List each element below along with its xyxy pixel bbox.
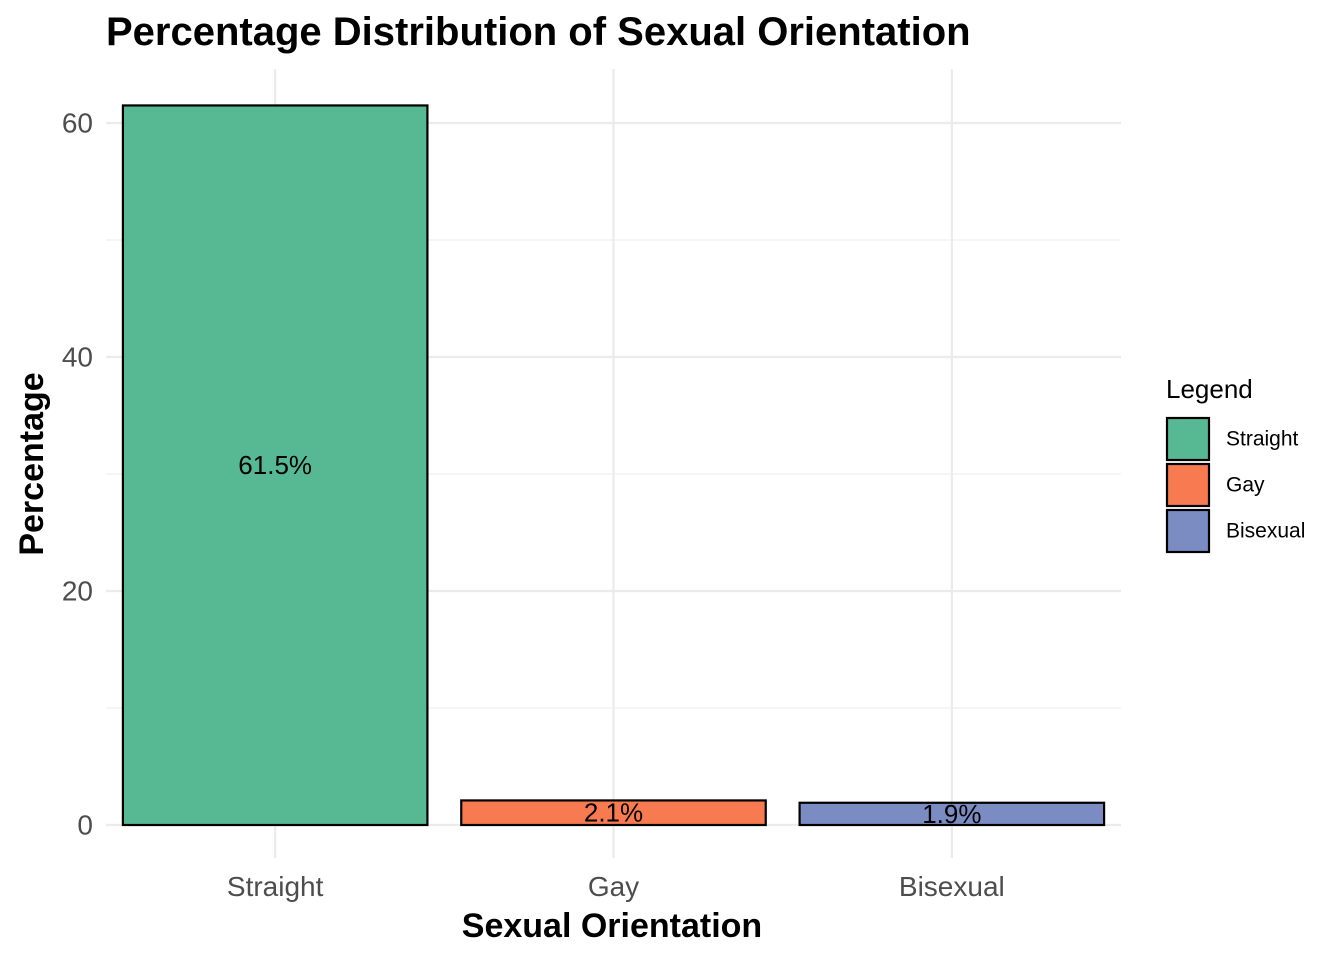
y-axis-title: Percentage [13,372,51,555]
data-label: 2.1% [584,798,643,828]
x-axis-ticks: Straight Gay Bisexual [227,871,1005,902]
legend-key-straight [1165,416,1211,462]
bar-gay [460,799,767,827]
data-label: 1.9% [922,799,981,829]
chart-title: Percentage Distribution of Sexual Orient… [106,10,971,54]
legend: Legend Straight Gay Bisexual [1165,374,1305,554]
data-labels: 61.5% 2.1% 1.9% [238,450,981,829]
x-axis-title: Sexual Orientation [462,907,762,945]
y-tick-label: 40 [62,342,93,373]
legend-label: Gay [1226,474,1265,497]
y-tick-label: 0 [77,810,93,841]
bars [121,104,1106,827]
x-tick-label: Gay [588,871,639,902]
legend-key-bisexual [1165,508,1211,554]
x-tick-label: Bisexual [899,871,1005,902]
legend-label: Bisexual [1226,520,1305,543]
legend-title: Legend [1166,374,1253,404]
legend-label: Straight [1226,428,1299,451]
legend-items: Straight Gay Bisexual [1165,416,1305,554]
data-label: 61.5% [238,450,312,480]
bar-bisexual [798,801,1106,827]
y-tick-label: 60 [62,108,93,139]
legend-key-gay [1165,462,1211,508]
x-tick-label: Straight [227,871,324,902]
bar-straight [121,104,429,827]
y-tick-label: 20 [62,576,93,607]
y-axis-ticks: 0 20 40 60 [62,108,93,841]
